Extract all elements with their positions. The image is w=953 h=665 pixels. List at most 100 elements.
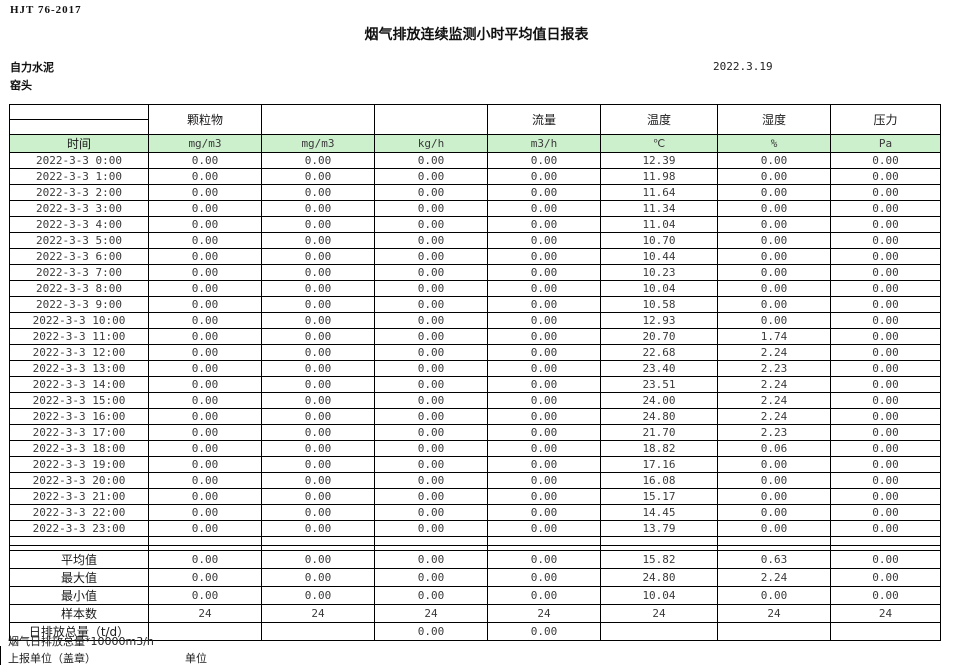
value-cell: 0.00 <box>261 264 375 281</box>
spacer-cell <box>830 536 941 546</box>
report-date: 2022.3.19 <box>713 60 773 73</box>
summary-row: 日排放总量（t/d） 0.00 0.00 <box>9 622 941 641</box>
value-cell: 13.79 <box>600 520 718 537</box>
table-row: 2022-3-3 2:00 0.00 0.00 0.00 0.00 11.64 0.00 0.… <box>9 184 941 201</box>
value-cell: 0.00 <box>148 360 262 377</box>
summary-label: 平均值 <box>9 550 149 569</box>
table-row: 2022-3-3 21:00 0.00 0.00 0.00 0.00 15.17 0.00 0… <box>9 488 941 505</box>
unit-label: 单位 <box>185 652 207 665</box>
value-cell: 0.00 <box>374 408 488 425</box>
value-cell: 0.00 <box>374 440 488 457</box>
summary-row: 样本数 24 24 24 24 24 24 24 <box>9 604 941 623</box>
value-cell: 0.00 <box>717 472 831 489</box>
summary-value-cell: 0.00 <box>830 550 941 569</box>
value-cell: 23.51 <box>600 376 718 393</box>
summary-value-cell: 0.00 <box>487 568 601 587</box>
value-cell: 0.00 <box>717 488 831 505</box>
value-cell: 0.00 <box>717 152 831 169</box>
value-cell: 0.00 <box>830 328 941 345</box>
value-cell: 2.24 <box>717 376 831 393</box>
value-cell: 0.00 <box>830 264 941 281</box>
value-cell: 0.00 <box>830 152 941 169</box>
table-row: 2022-3-3 9:00 0.00 0.00 0.00 0.00 10.58 0.00 0.… <box>9 296 941 313</box>
time-cell: 2022-3-3 7:00 <box>9 264 149 281</box>
time-cell: 2022-3-3 23:00 <box>9 520 149 537</box>
value-cell: 0.00 <box>148 488 262 505</box>
value-cell: 0.00 <box>830 360 941 377</box>
time-cell: 2022-3-3 18:00 <box>9 440 149 457</box>
value-cell: 0.00 <box>374 392 488 409</box>
value-cell: 0.00 <box>374 312 488 329</box>
value-cell: 2.24 <box>717 344 831 361</box>
value-cell: 0.00 <box>487 488 601 505</box>
spacer-cell <box>374 536 488 546</box>
table-row: 2022-3-3 13:00 0.00 0.00 0.00 0.00 23.40 2.23 0… <box>9 360 941 377</box>
summary-value-cell: 0.00 <box>487 550 601 569</box>
value-cell: 0.00 <box>148 200 262 217</box>
value-cell: 0.00 <box>487 392 601 409</box>
value-cell: 11.98 <box>600 168 718 185</box>
value-cell: 0.00 <box>261 408 375 425</box>
value-cell: 0.00 <box>148 504 262 521</box>
value-cell: 2.24 <box>717 392 831 409</box>
summary-value-cell: 0.00 <box>830 568 941 587</box>
value-cell: 0.00 <box>148 312 262 329</box>
value-cell: 0.00 <box>374 184 488 201</box>
header-blank-1 <box>261 104 375 135</box>
summary-value-cell: 24 <box>717 604 831 623</box>
value-cell: 0.00 <box>374 344 488 361</box>
value-cell: 0.00 <box>148 456 262 473</box>
table-row: 2022-3-3 14:00 0.00 0.00 0.00 0.00 23.51 2.24 0… <box>9 376 941 393</box>
time-cell: 2022-3-3 5:00 <box>9 232 149 249</box>
value-cell: 0.00 <box>261 216 375 233</box>
summary-value-cell: 0.00 <box>374 568 488 587</box>
table-row: 2022-3-3 3:00 0.00 0.00 0.00 0.00 11.34 0.00 0.… <box>9 200 941 217</box>
time-cell: 2022-3-3 13:00 <box>9 360 149 377</box>
value-cell: 0.00 <box>148 232 262 249</box>
summary-value-cell <box>600 622 718 641</box>
value-cell: 0.00 <box>374 200 488 217</box>
value-cell: 24.80 <box>600 408 718 425</box>
value-cell: 0.00 <box>374 472 488 489</box>
value-cell: 0.00 <box>487 232 601 249</box>
value-cell: 0.00 <box>830 504 941 521</box>
value-cell: 0.00 <box>830 200 941 217</box>
time-cell: 2022-3-3 3:00 <box>9 200 149 217</box>
value-cell: 0.00 <box>148 472 262 489</box>
value-cell: 0.00 <box>487 216 601 233</box>
value-cell: 0.00 <box>374 376 488 393</box>
value-cell: 0.00 <box>830 488 941 505</box>
table-row: 2022-3-3 17:00 0.00 0.00 0.00 0.00 21.70 2.23 0… <box>9 424 941 441</box>
value-cell: 17.16 <box>600 456 718 473</box>
value-cell: 0.00 <box>487 424 601 441</box>
value-cell: 10.04 <box>600 280 718 297</box>
unit-percent: % <box>717 134 831 153</box>
value-cell: 0.00 <box>487 344 601 361</box>
summary-value-cell: 24 <box>148 604 262 623</box>
summary-value-cell: 0.63 <box>717 550 831 569</box>
summary-label: 最大值 <box>9 568 149 587</box>
value-cell: 0.00 <box>261 296 375 313</box>
value-cell: 0.00 <box>374 232 488 249</box>
value-cell: 10.70 <box>600 232 718 249</box>
value-cell: 0.00 <box>717 168 831 185</box>
value-cell: 0.00 <box>148 520 262 537</box>
value-cell: 0.00 <box>830 232 941 249</box>
value-cell: 0.00 <box>717 184 831 201</box>
value-cell: 0.00 <box>374 216 488 233</box>
table-row: 2022-3-3 12:00 0.00 0.00 0.00 0.00 22.68 2.24 0… <box>9 344 941 361</box>
time-cell: 2022-3-3 8:00 <box>9 280 149 297</box>
value-cell: 2.23 <box>717 424 831 441</box>
value-cell: 0.00 <box>487 264 601 281</box>
summary-value-cell: 0.00 <box>374 550 488 569</box>
value-cell: 10.44 <box>600 248 718 265</box>
summary-value-cell: 0.00 <box>261 586 375 605</box>
time-cell: 2022-3-3 17:00 <box>9 424 149 441</box>
table-row: 2022-3-3 15:00 0.00 0.00 0.00 0.00 24.00 2.24 0… <box>9 392 941 409</box>
value-cell: 0.00 <box>374 152 488 169</box>
value-cell: 2.24 <box>717 408 831 425</box>
value-cell: 0.00 <box>830 376 941 393</box>
value-cell: 0.00 <box>830 184 941 201</box>
value-cell: 0.00 <box>487 408 601 425</box>
value-cell: 0.00 <box>261 456 375 473</box>
